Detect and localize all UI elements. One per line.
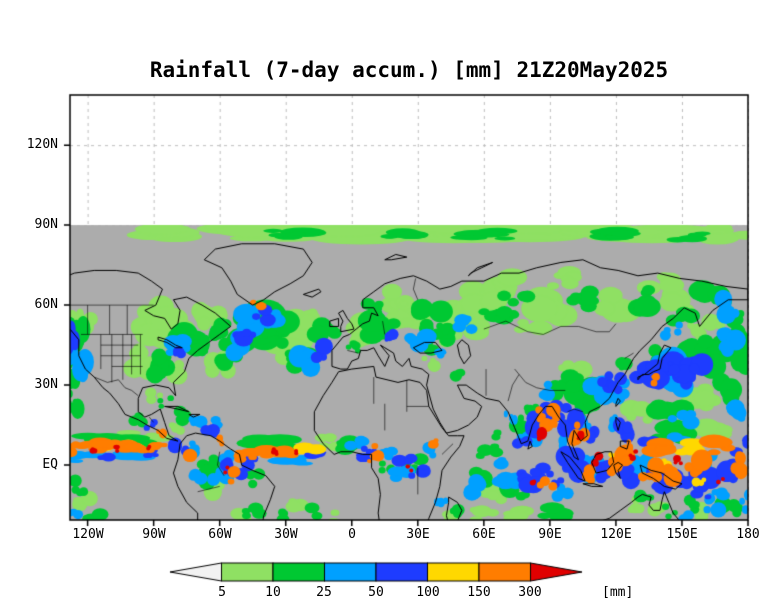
colorbar-tick-10: 10 bbox=[265, 585, 281, 600]
colorbar-tick-100: 100 bbox=[416, 585, 440, 600]
y-axis-label-60n: 60N bbox=[34, 297, 58, 312]
colorbar-tick-50: 50 bbox=[368, 585, 384, 600]
plot-title: Rainfall (7-day accum.) [mm] 21Z20May202… bbox=[149, 58, 669, 82]
x-axis-label-150e: 150E bbox=[666, 527, 698, 542]
colorbar-tick-150: 150 bbox=[467, 585, 491, 600]
colorbar-tick-5: 5 bbox=[218, 585, 226, 600]
x-axis-label-0: 0 bbox=[348, 527, 356, 542]
x-axis-label-120w: 120W bbox=[72, 527, 104, 542]
x-axis-label-60e: 60E bbox=[472, 527, 496, 542]
x-axis-label-90w: 90W bbox=[142, 527, 166, 542]
x-axis-label-30w: 30W bbox=[274, 527, 298, 542]
colorbar-unit-label: [mm] bbox=[602, 585, 634, 600]
y-axis-label-30n: 30N bbox=[34, 377, 58, 392]
x-axis-label-60w: 60W bbox=[208, 527, 232, 542]
y-axis-label-eq: EQ bbox=[42, 457, 58, 472]
y-axis-label-120n: 120N bbox=[26, 137, 58, 152]
x-axis-label-180: 180 bbox=[736, 527, 760, 542]
y-axis-label-90n: 90N bbox=[34, 217, 58, 232]
x-axis-label-30e: 30E bbox=[406, 527, 430, 542]
colorbar-tick-300: 300 bbox=[518, 585, 542, 600]
x-axis-label-90e: 90E bbox=[538, 527, 562, 542]
colorbar-tick-25: 25 bbox=[316, 585, 332, 600]
x-axis-label-120e: 120E bbox=[600, 527, 632, 542]
